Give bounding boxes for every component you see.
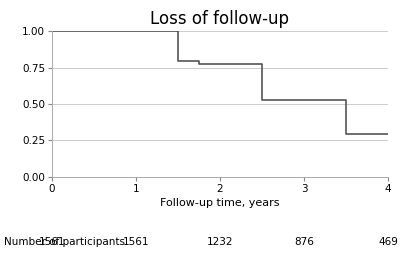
Text: 1561: 1561 bbox=[39, 237, 65, 247]
Text: 876: 876 bbox=[294, 237, 314, 247]
Text: Number of participants: Number of participants bbox=[4, 237, 125, 247]
Text: 469: 469 bbox=[378, 237, 398, 247]
Title: Loss of follow-up: Loss of follow-up bbox=[150, 10, 290, 28]
X-axis label: Follow-up time, years: Follow-up time, years bbox=[160, 198, 280, 208]
Text: 1561: 1561 bbox=[123, 237, 149, 247]
Text: 1232: 1232 bbox=[207, 237, 233, 247]
